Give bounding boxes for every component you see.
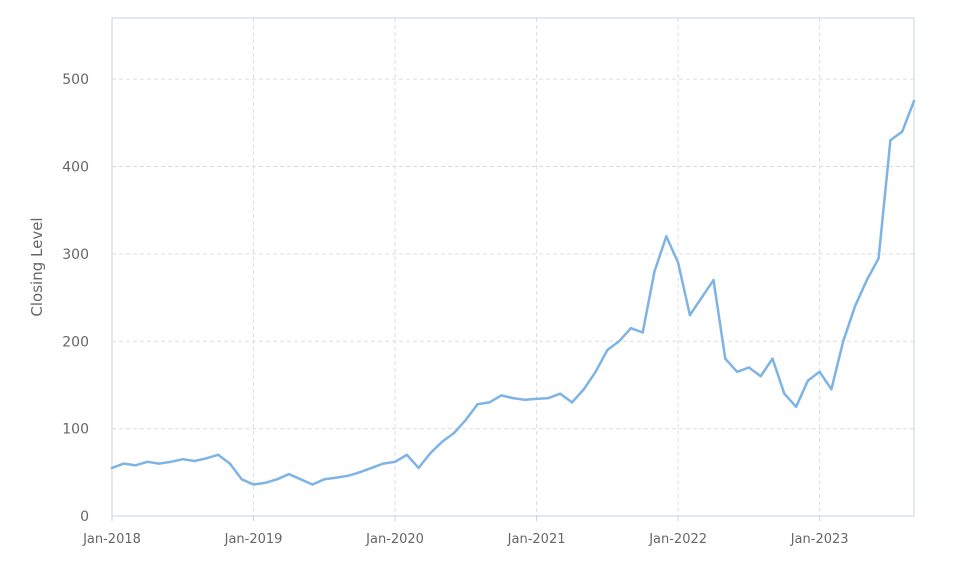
data-point [216,453,220,456]
series [110,99,916,486]
data-point [523,398,526,401]
data-point [441,440,444,443]
data-point [370,466,373,470]
plot-area-border [111,17,915,517]
y-tick-label: 300 [62,247,89,263]
data-point [877,257,880,260]
data-point [275,478,279,481]
data-point [570,401,574,404]
data-point [547,396,550,400]
data-point [582,388,585,391]
data-point [794,405,798,408]
data-point [783,392,786,395]
y-tick-label: 500 [62,72,89,88]
data-point [146,460,149,463]
data-point [617,340,621,343]
data-point [205,457,208,460]
data-point [169,460,173,463]
data-point [346,474,350,477]
data-point [358,471,361,474]
y-axis: 0 100 200 300 400 500 [62,72,89,525]
data-point [889,139,892,142]
y-tick-label: 0 [80,509,89,525]
data-point [641,331,644,334]
y-tick-label: 100 [62,422,89,438]
data-point [405,453,409,456]
data-point [865,278,868,282]
data-point [134,464,137,467]
data-point [252,483,255,486]
x-axis: Jan-2018 Jan-2019 Jan-2020 Jan-2021 Jan-2022… [82,516,849,547]
data-point [476,403,479,406]
data-point [842,340,845,343]
data-point [724,357,727,360]
data-point [665,235,668,238]
data-point [158,462,161,465]
data-point [240,478,243,481]
data-point [287,472,291,476]
series-line [110,99,916,486]
x-tick-label: Jan-2021 [507,532,566,547]
y-tick-label: 400 [62,160,89,176]
data-point [901,130,904,133]
data-point [771,357,774,360]
data-point [464,418,467,422]
data-point [500,394,503,397]
data-point [559,392,562,395]
data-point [299,478,302,481]
data-point [264,481,267,484]
data-point [818,370,821,373]
data-point [712,278,715,282]
data-point [535,397,538,401]
data-point [629,327,633,330]
data-point [429,451,432,455]
data-point [488,401,491,404]
data-point [122,462,126,465]
data-point [393,460,397,463]
x-tick-label: Jan-2023 [790,532,849,547]
data-point [181,458,184,461]
x-tick-label: Jan-2022 [648,532,707,547]
y-axis-label: Closing Level [28,217,46,316]
data-point [830,388,833,391]
data-point [676,261,680,264]
data-point [735,370,739,373]
data-point [334,476,338,479]
data-point [594,370,597,373]
y-tick-label: 200 [62,334,89,350]
data-point [606,348,609,352]
data-point [747,366,751,369]
data-point [759,375,762,378]
grid [112,18,914,516]
data-point [452,431,456,435]
data-point [228,462,232,465]
data-point [511,396,515,400]
data-point [700,296,703,299]
x-tick-label: Jan-2020 [365,532,424,547]
data-point [193,459,196,463]
data-point [912,99,916,103]
data-point [311,483,314,486]
data-point [323,478,326,481]
data-point [653,270,656,273]
data-point [110,466,114,470]
data-point [806,379,810,382]
x-tick-label: Jan-2018 [82,532,141,547]
x-tick-label: Jan-2019 [224,532,283,547]
data-point [382,462,385,465]
data-point [688,313,692,317]
data-point [853,305,857,308]
data-point [417,466,420,470]
